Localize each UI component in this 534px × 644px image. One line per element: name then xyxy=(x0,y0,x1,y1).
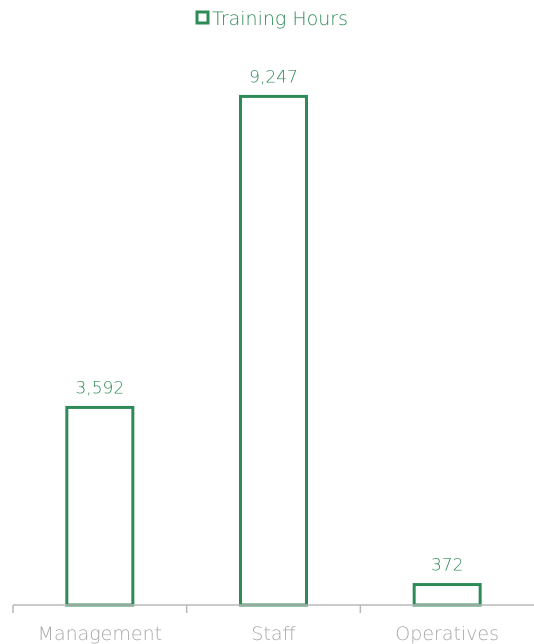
bar-management xyxy=(65,405,135,607)
legend: Training Hours xyxy=(195,8,348,30)
x-axis: Management Staff Operatives xyxy=(12,604,534,644)
data-label-operatives: 372 xyxy=(431,556,463,576)
bar-staff xyxy=(239,94,308,607)
data-label-management: 3,592 xyxy=(75,378,124,398)
legend-swatch xyxy=(195,10,210,25)
x-tick-label-management: Management xyxy=(38,623,163,644)
legend-label-training-hours: Training Hours xyxy=(212,8,348,30)
x-tick-label-staff: Staff xyxy=(251,623,295,644)
bar-operatives xyxy=(412,583,482,607)
x-tick-label-operatives: Operatives xyxy=(395,623,499,644)
bars-layer xyxy=(65,94,482,607)
data-labels-layer: 3,592 9,247 372 xyxy=(75,67,463,575)
data-label-staff: 9,247 xyxy=(249,67,298,87)
